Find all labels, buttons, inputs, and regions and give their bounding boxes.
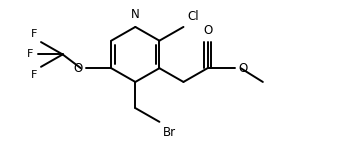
Text: F: F xyxy=(31,70,37,80)
Text: Br: Br xyxy=(163,126,175,139)
Text: Cl: Cl xyxy=(188,10,199,23)
Text: O: O xyxy=(73,62,82,75)
Text: F: F xyxy=(31,29,37,39)
Text: N: N xyxy=(131,8,140,21)
Text: F: F xyxy=(27,49,34,59)
Text: O: O xyxy=(238,62,247,75)
Text: O: O xyxy=(203,24,212,37)
